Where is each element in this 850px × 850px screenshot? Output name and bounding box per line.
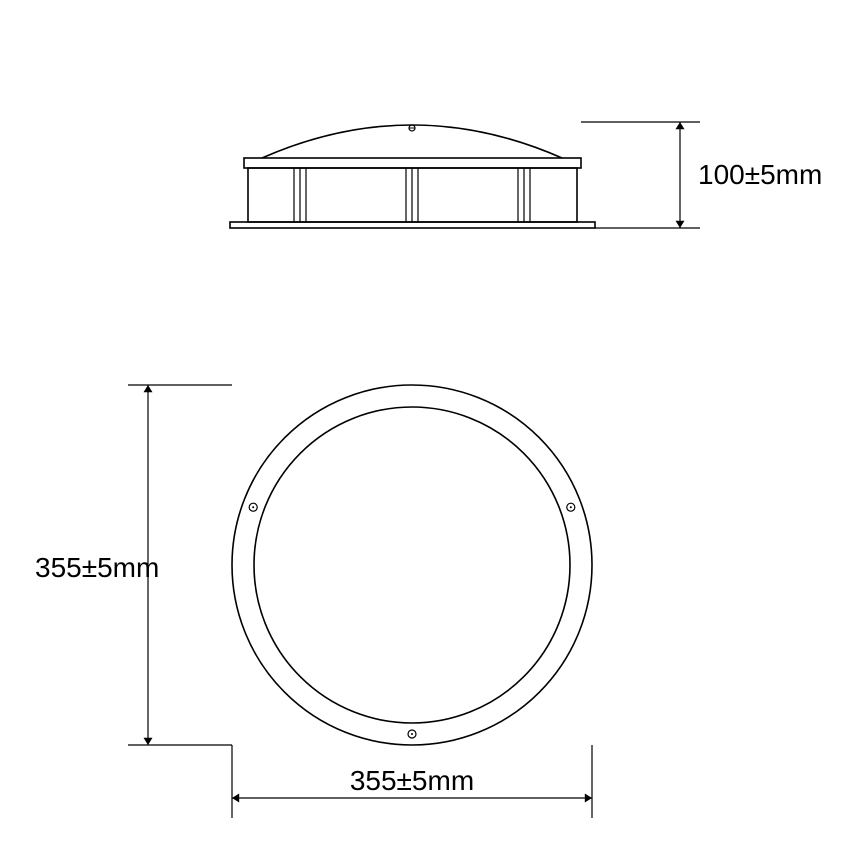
outer-bezel <box>232 385 592 745</box>
dimension-diameter-horizontal-label: 355±5mm <box>350 765 474 796</box>
dimension-height-label: 100±5mm <box>698 159 822 190</box>
inner-bezel <box>254 407 570 723</box>
base-flange <box>230 222 595 228</box>
dome <box>262 125 562 158</box>
top-flange <box>244 158 581 168</box>
screw-center-icon <box>570 506 572 508</box>
screw-center-icon <box>252 506 254 508</box>
technical-drawing: 100±5mm 355±5mm 355±5mm <box>0 0 850 850</box>
side-elevation-view <box>230 125 595 228</box>
dimension-diameter-vertical-label: 355±5mm <box>35 552 159 583</box>
screw-center-icon <box>411 733 413 735</box>
front-plan-view <box>232 385 592 745</box>
dimension-height <box>581 122 700 228</box>
